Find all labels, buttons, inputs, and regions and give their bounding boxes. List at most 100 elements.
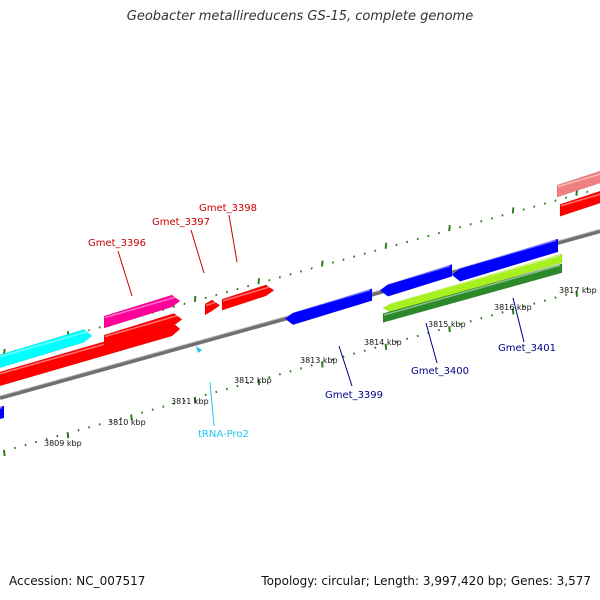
tick-minor xyxy=(469,319,472,323)
accession-label: Accession: NC_007517 xyxy=(9,574,146,588)
tick-major xyxy=(575,290,578,297)
tick-minor xyxy=(289,273,292,276)
scale-label-3810: 3810 kbp xyxy=(108,418,146,427)
feature-cyan xyxy=(0,329,93,369)
map-title: Geobacter metallireducens GS-15, complet… xyxy=(126,9,474,24)
tick-minor xyxy=(480,317,483,320)
gene-label-gmet-3397[interactable]: Gmet_3397 xyxy=(152,217,210,228)
gene-features xyxy=(0,170,600,420)
tick-major xyxy=(448,225,451,232)
tick-minor xyxy=(88,329,91,332)
tick-minor xyxy=(522,208,525,211)
label-leader-lines xyxy=(117,214,525,427)
tick-minor xyxy=(437,328,440,332)
tick-major xyxy=(193,396,197,403)
tick-minor xyxy=(88,426,91,429)
tick-minor xyxy=(331,261,334,264)
tick-minor xyxy=(13,446,16,450)
feature-green-bar xyxy=(382,263,563,323)
scale-label-3817: 3817 kbp xyxy=(559,286,597,295)
tick-minor xyxy=(56,434,59,438)
tick-major xyxy=(193,295,197,302)
tick-major xyxy=(511,308,515,315)
tick-minor xyxy=(183,302,186,306)
feature-gmet-3401 xyxy=(451,238,559,282)
tick-minor xyxy=(247,381,250,385)
tick-minor xyxy=(183,399,186,403)
tick-minor xyxy=(437,231,440,235)
tick-major xyxy=(3,449,6,456)
tick-minor xyxy=(204,393,207,397)
tick-minor xyxy=(45,437,48,441)
tick-minor xyxy=(331,358,334,361)
feature-gmet-3396-shine xyxy=(104,295,179,319)
tick-minor xyxy=(268,375,271,379)
feature-blue-mid xyxy=(379,264,453,297)
feature-gmet-3399-shine xyxy=(285,289,371,315)
feature-gmet-3397-shine xyxy=(205,300,219,307)
leader-gmet-3400 xyxy=(425,322,438,364)
tick-minor xyxy=(310,364,313,367)
tick-minor xyxy=(416,334,419,338)
leader-gmet-3397 xyxy=(190,229,205,274)
gene-label-gmet-3396[interactable]: Gmet_3396 xyxy=(88,238,146,249)
scale-label-3812: 3812 kbp xyxy=(234,376,272,385)
feature-gmet-3400-shine xyxy=(383,254,561,306)
tick-minor xyxy=(236,287,239,291)
scale-label-3816: 3816 kbp xyxy=(494,303,532,312)
tick-major xyxy=(257,278,260,285)
tick-minor xyxy=(353,352,356,355)
tick-minor xyxy=(172,402,175,405)
tick-minor xyxy=(24,443,27,447)
tick-minor xyxy=(533,302,536,305)
tick-minor xyxy=(480,220,483,223)
scale-label-3811: 3811 kbp xyxy=(171,397,209,406)
tick-minor xyxy=(459,322,462,326)
tick-minor xyxy=(162,405,165,408)
tick-minor xyxy=(374,249,377,252)
feature-trna-pro2 xyxy=(196,346,202,353)
tick-minor xyxy=(543,202,546,205)
tick-minor xyxy=(204,296,207,300)
tick-major xyxy=(130,414,133,421)
gene-label-trna-pro2[interactable]: tRNA-Pro2 xyxy=(198,429,249,440)
scale-label-3813: 3813 kbp xyxy=(300,356,338,365)
feature-gmet-3397 xyxy=(204,299,221,316)
tick-minor xyxy=(141,411,144,414)
leader-gmet-3398 xyxy=(228,214,238,263)
tick-major xyxy=(321,260,324,267)
tick-minor xyxy=(501,214,504,217)
tick-minor xyxy=(543,299,546,302)
feature-gmet-3401-shine xyxy=(452,239,557,271)
feature-pink-right xyxy=(556,170,600,198)
tick-minor xyxy=(225,387,228,391)
tick-minor xyxy=(98,423,101,426)
tick-minor xyxy=(119,417,122,420)
tick-minor xyxy=(363,252,366,255)
tick-major xyxy=(511,207,515,214)
tick-major xyxy=(384,343,388,350)
tick-minor xyxy=(406,240,409,244)
tick-minor xyxy=(427,234,430,238)
feature-gmet-3399 xyxy=(284,288,373,326)
tick-minor xyxy=(554,199,557,202)
tick-minor xyxy=(236,384,239,388)
gene-label-gmet-3400[interactable]: Gmet_3400 xyxy=(411,366,469,377)
tick-major xyxy=(384,242,388,249)
gene-label-gmet-3399[interactable]: Gmet_3399 xyxy=(325,390,383,401)
gene-label-gmet-3401[interactable]: Gmet_3401 xyxy=(498,343,556,354)
tick-minor xyxy=(586,190,589,194)
leader-gmet-3399 xyxy=(338,345,353,387)
scale-label-3815: 3815 kbp xyxy=(428,320,466,329)
tick-major xyxy=(321,361,324,368)
tick-minor xyxy=(554,296,557,299)
feature-blue-left xyxy=(0,405,5,420)
feature-gmet-3398-shine xyxy=(222,285,273,302)
feature-gmet-3398 xyxy=(221,284,275,311)
tick-minor xyxy=(501,311,504,314)
gene-label-gmet-3398[interactable]: Gmet_3398 xyxy=(199,203,257,214)
tick-minor xyxy=(215,293,218,297)
tick-minor xyxy=(310,267,313,270)
tick-major xyxy=(448,326,451,333)
